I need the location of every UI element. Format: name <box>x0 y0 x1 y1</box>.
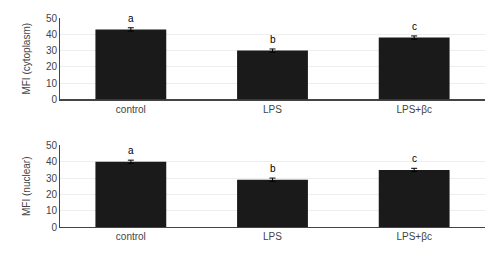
svg-text:20: 20 <box>46 189 58 200</box>
svg-text:b: b <box>270 34 276 45</box>
svg-text:30: 30 <box>46 45 58 56</box>
svg-text:50: 50 <box>46 13 58 24</box>
svg-text:LPS: LPS <box>263 104 282 115</box>
svg-text:LPS+βc: LPS+βc <box>396 104 432 115</box>
svg-text:b: b <box>270 163 276 174</box>
svg-text:0: 0 <box>51 222 57 233</box>
svg-text:MFI (nuclear): MFI (nuclear) <box>21 157 32 216</box>
svg-text:30: 30 <box>46 173 58 184</box>
svg-text:10: 10 <box>46 205 58 216</box>
svg-text:40: 40 <box>46 156 58 167</box>
svg-text:a: a <box>128 145 134 156</box>
svg-text:40: 40 <box>46 29 58 40</box>
svg-text:control: control <box>116 104 146 115</box>
svg-text:c: c <box>412 21 417 32</box>
svg-text:20: 20 <box>46 61 58 72</box>
svg-text:LPS: LPS <box>263 231 282 242</box>
svg-text:10: 10 <box>46 78 58 89</box>
svg-text:0: 0 <box>51 94 57 105</box>
svg-text:MFI (cytoplasm): MFI (cytoplasm) <box>21 23 32 95</box>
svg-text:control: control <box>116 231 146 242</box>
svg-text:LPS+βc: LPS+βc <box>396 231 432 242</box>
svg-text:a: a <box>128 13 134 24</box>
svg-text:50: 50 <box>46 140 58 151</box>
svg-text:c: c <box>412 153 417 164</box>
